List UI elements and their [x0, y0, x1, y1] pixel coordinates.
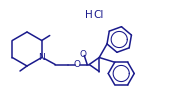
Text: H: H [85, 10, 93, 20]
Text: O: O [74, 60, 81, 69]
Text: Cl: Cl [94, 10, 104, 20]
Text: O: O [80, 49, 87, 58]
Text: N: N [38, 53, 45, 62]
